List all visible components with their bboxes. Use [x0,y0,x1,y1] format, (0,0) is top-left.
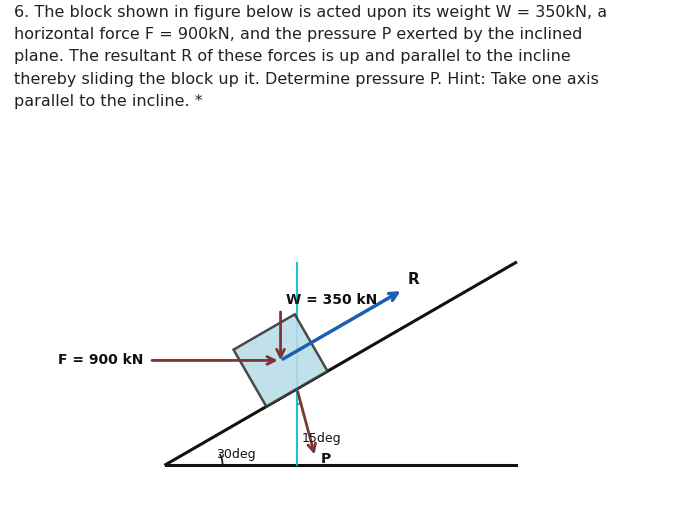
Text: R: R [408,272,420,287]
Text: F = 900 kN: F = 900 kN [58,354,143,368]
Text: 6. The block shown in figure below is acted upon its weight W = 350kN, a
horizon: 6. The block shown in figure below is ac… [14,5,607,109]
Text: W = 350 kN: W = 350 kN [286,292,377,307]
Text: P: P [321,452,331,466]
Text: 30deg: 30deg [216,447,256,461]
Text: 15deg: 15deg [302,432,342,445]
Polygon shape [234,314,327,407]
